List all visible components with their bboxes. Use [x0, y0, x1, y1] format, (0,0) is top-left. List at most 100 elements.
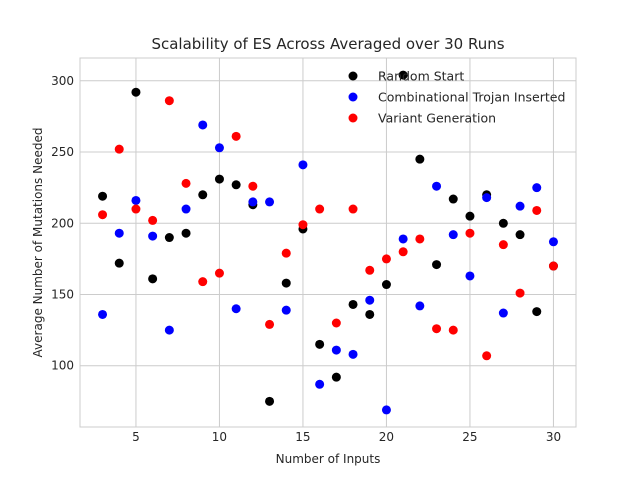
data-point [98, 309, 108, 319]
series-1 [98, 120, 558, 415]
data-point [281, 305, 291, 315]
data-point [415, 154, 425, 164]
data-point [281, 278, 291, 288]
data-point [181, 204, 191, 214]
data-point [164, 96, 174, 106]
data-point [465, 228, 475, 238]
data-point [415, 234, 425, 244]
data-point [148, 215, 158, 225]
y-tick-label: 150 [51, 288, 74, 302]
data-point [398, 247, 408, 257]
x-tick-label: 25 [462, 430, 477, 444]
data-point [181, 228, 191, 238]
data-point [548, 261, 558, 271]
x-tick-label: 15 [295, 430, 310, 444]
data-point [515, 201, 525, 211]
data-point [532, 307, 542, 317]
x-axis-ticks: 5 10 15 20 25 30 [132, 430, 561, 444]
data-point [532, 183, 542, 193]
data-point [432, 324, 442, 334]
y-tick-label: 200 [51, 216, 74, 230]
data-point [98, 191, 108, 201]
data-point [432, 181, 442, 191]
x-tick-label: 20 [379, 430, 394, 444]
legend-label: Random Start [378, 69, 464, 84]
data-point [381, 280, 391, 290]
data-point [381, 254, 391, 264]
data-point [231, 304, 241, 314]
data-point [515, 230, 525, 240]
data-point [365, 295, 375, 305]
y-tick-label: 100 [51, 359, 74, 373]
data-point [348, 299, 358, 309]
legend-marker [348, 92, 358, 102]
data-point [532, 205, 542, 215]
data-point [114, 258, 124, 268]
data-point [398, 70, 408, 80]
data-point [148, 231, 158, 241]
data-point [114, 144, 124, 154]
x-tick-label: 10 [212, 430, 227, 444]
data-point [214, 143, 224, 153]
y-axis-ticks: 100 150 200 250 300 [51, 74, 74, 373]
data-point [265, 197, 275, 207]
data-point [365, 309, 375, 319]
legend-item: Variant Generation [348, 111, 496, 126]
data-point [248, 181, 258, 191]
data-point [265, 396, 275, 406]
data-point [482, 351, 492, 361]
data-point [248, 197, 258, 207]
data-point [498, 308, 508, 318]
data-point [114, 228, 124, 238]
grid [80, 58, 576, 427]
data-point [331, 372, 341, 382]
data-point [198, 120, 208, 130]
data-points [98, 70, 558, 415]
legend-item: Combinational Trojan Inserted [348, 90, 565, 105]
legend-marker [348, 71, 358, 81]
data-point [331, 318, 341, 328]
data-point [448, 230, 458, 240]
data-point [415, 301, 425, 311]
data-point [164, 233, 174, 243]
x-tick-label: 5 [132, 430, 140, 444]
data-point [164, 325, 174, 335]
data-point [498, 218, 508, 228]
data-point [148, 274, 158, 284]
data-point [381, 405, 391, 415]
data-point [214, 268, 224, 278]
data-point [348, 204, 358, 214]
data-point [515, 288, 525, 298]
data-point [198, 190, 208, 200]
data-point [231, 131, 241, 141]
data-point [365, 265, 375, 275]
x-axis-label: Number of Inputs [276, 452, 381, 466]
data-point [448, 194, 458, 204]
data-point [498, 240, 508, 250]
data-point [231, 180, 241, 190]
data-point [131, 87, 141, 97]
data-point [131, 195, 141, 205]
legend: Random Start Combinational Trojan Inserte… [348, 69, 565, 126]
data-point [298, 160, 308, 170]
data-point [98, 210, 108, 220]
data-point [214, 174, 224, 184]
data-point [331, 345, 341, 355]
data-point [198, 277, 208, 287]
data-point [298, 220, 308, 230]
legend-label: Combinational Trojan Inserted [378, 90, 565, 105]
data-point [432, 260, 442, 270]
y-tick-label: 300 [51, 74, 74, 88]
y-axis-label: Average Number of Mutations Needed [31, 128, 45, 358]
y-tick-label: 250 [51, 145, 74, 159]
data-point [482, 193, 492, 203]
data-point [131, 204, 141, 214]
data-point [315, 379, 325, 389]
series-2 [98, 96, 558, 361]
chart-title: Scalability of ES Across Averaged over 3… [151, 35, 504, 53]
plot-frame [79, 57, 577, 428]
data-point [465, 271, 475, 281]
x-tick-label: 30 [546, 430, 561, 444]
legend-item: Random Start [348, 69, 464, 84]
data-point [548, 237, 558, 247]
